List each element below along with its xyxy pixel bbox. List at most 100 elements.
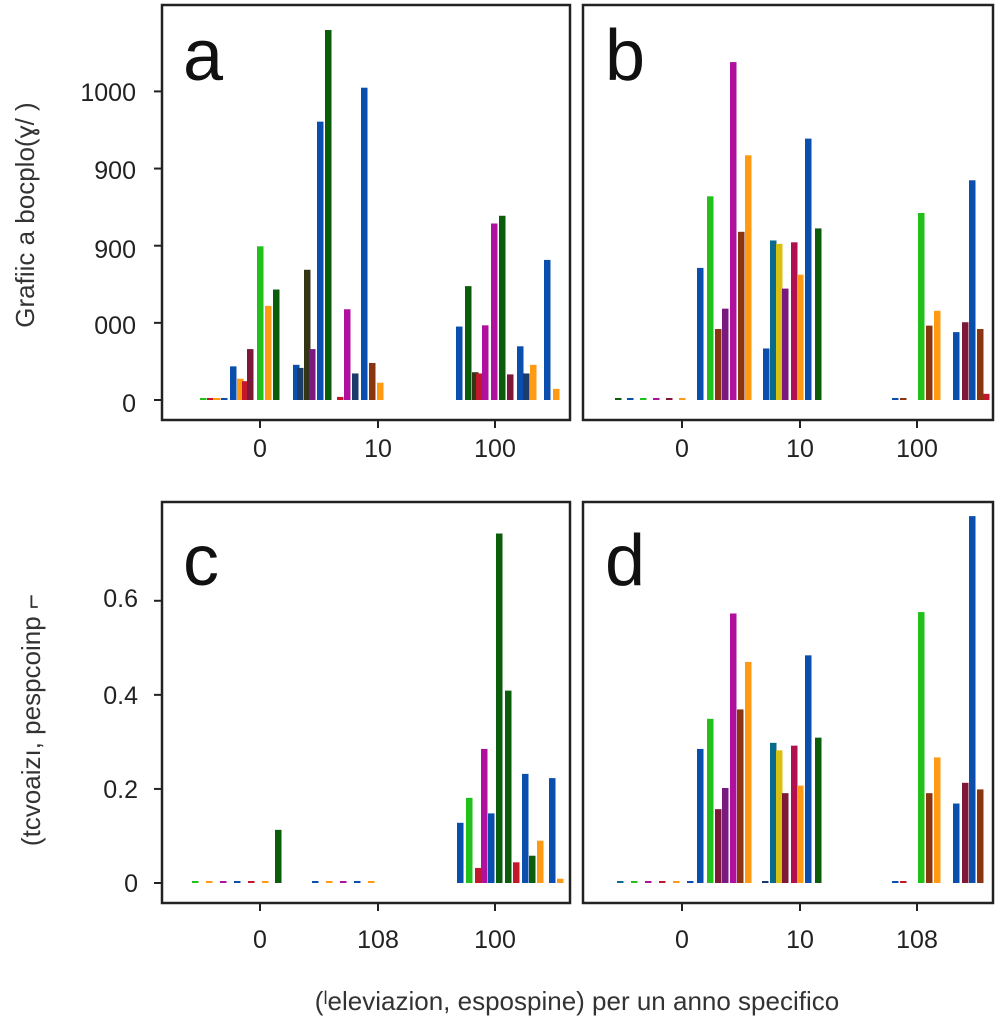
y-tick-label: 0 <box>124 870 138 898</box>
bar-c-24 <box>557 878 564 883</box>
bar-b-6 <box>697 267 704 400</box>
bar-d-18 <box>797 785 804 883</box>
bar-c-18 <box>505 690 512 883</box>
bar-b-30 <box>983 393 990 400</box>
bar-c-8 <box>326 881 333 883</box>
bar-c-1 <box>206 881 213 883</box>
x-tick-label: 100 <box>896 435 938 463</box>
bar-c-2 <box>220 881 227 883</box>
bar-a-20 <box>361 87 368 400</box>
bar-b-27 <box>962 322 969 400</box>
bar-d-27 <box>962 782 969 883</box>
bar-d-10 <box>730 613 737 883</box>
bar-a-28 <box>491 223 498 400</box>
bar-b-14 <box>770 240 777 400</box>
bar-d-9 <box>722 787 729 883</box>
bar-a-22 <box>377 382 384 400</box>
x-tick-label: 0 <box>675 926 689 954</box>
bar-c-12 <box>457 822 464 883</box>
x-tick-label: 0 <box>675 435 689 463</box>
bar-d-4 <box>673 881 680 883</box>
bar-c-20 <box>522 773 529 883</box>
bar-c-22 <box>537 840 544 883</box>
y-tick-label: 0 <box>122 390 136 418</box>
bar-a-18 <box>344 309 351 400</box>
panel-a-label: a <box>183 16 224 96</box>
bar-c-13 <box>466 797 473 883</box>
bar-c-3 <box>234 881 241 883</box>
bar-a-29 <box>499 215 506 400</box>
bar-a-17 <box>337 396 344 400</box>
bar-d-20 <box>815 737 822 883</box>
y-tick-label: 0.6 <box>103 585 138 613</box>
x-tick-label: 100 <box>474 926 516 954</box>
bar-a-21 <box>369 362 376 400</box>
bar-b-15 <box>776 243 783 400</box>
bar-d-0 <box>617 881 624 883</box>
x-tick-label: 10 <box>786 926 814 954</box>
bar-a-6 <box>242 381 249 400</box>
bar-d-7 <box>707 718 714 883</box>
x-axis-label: (ˡeleviazion, espospine) per un anno spe… <box>315 986 839 1016</box>
bar-d-6 <box>697 748 704 883</box>
y-tick-label: 900 <box>94 236 136 264</box>
bar-b-18 <box>797 274 804 400</box>
x-tick-label: 0 <box>253 435 267 463</box>
chart-marks <box>154 29 990 911</box>
bar-b-10 <box>730 62 737 400</box>
x-tick-label: 108 <box>896 926 938 954</box>
bar-d-1 <box>631 881 638 883</box>
y-tick-label: 1000 <box>80 79 136 107</box>
y-tick-label: 0.2 <box>103 776 138 804</box>
bar-d-19 <box>805 655 812 883</box>
bar-d-3 <box>659 881 666 883</box>
panel-b-frame <box>581 3 995 422</box>
bar-d-12 <box>745 661 752 883</box>
y-tick-label: 900 <box>94 157 136 185</box>
bar-d-21 <box>892 881 899 883</box>
bar-d-13 <box>762 881 769 883</box>
bar-c-0 <box>192 881 199 883</box>
bar-b-4 <box>666 398 673 400</box>
bar-a-5 <box>237 378 244 400</box>
bar-a-19 <box>352 373 359 400</box>
bar-c-16 <box>488 813 495 883</box>
bar-a-7 <box>247 349 254 400</box>
bar-a-13 <box>304 269 311 400</box>
bar-d-28 <box>969 516 976 883</box>
y-axis-label-top: Grafiic a bocplo(ɣ/ ) <box>10 102 40 327</box>
bar-d-14 <box>770 742 777 883</box>
bar-a-3 <box>221 398 228 400</box>
bar-a-4 <box>230 366 237 400</box>
bar-b-20 <box>815 228 822 400</box>
bar-a-1 <box>207 398 214 400</box>
bar-d-22 <box>900 881 907 883</box>
bar-b-19 <box>805 138 812 400</box>
bar-b-26 <box>953 332 960 400</box>
bar-a-33 <box>530 364 537 400</box>
bar-a-23 <box>456 326 463 400</box>
y-ticks-top: 1000 900 900 000 0 <box>80 79 136 418</box>
bar-d-26 <box>953 803 960 883</box>
bar-c-15 <box>481 748 488 883</box>
bar-c-11 <box>368 881 375 883</box>
bar-a-2 <box>214 398 221 400</box>
bar-a-0 <box>200 398 207 400</box>
bar-b-1 <box>627 398 634 400</box>
bar-c-7 <box>312 881 319 883</box>
bar-c-10 <box>354 881 361 883</box>
bar-a-32 <box>523 373 530 400</box>
bar-d-8 <box>715 809 722 883</box>
bar-b-3 <box>653 398 660 400</box>
bar-c-9 <box>340 881 347 883</box>
bar-a-16 <box>325 29 332 400</box>
panel-a-frame <box>160 3 572 422</box>
x-tick-label: 0 <box>253 926 267 954</box>
bar-c-5 <box>262 881 269 883</box>
x-tick-label: 10 <box>364 435 392 463</box>
panel-c-frame <box>160 500 572 905</box>
bar-d-16 <box>782 793 789 883</box>
bar-b-9 <box>722 308 729 400</box>
bar-c-21 <box>529 855 536 883</box>
panel-d-label: d <box>605 521 645 601</box>
